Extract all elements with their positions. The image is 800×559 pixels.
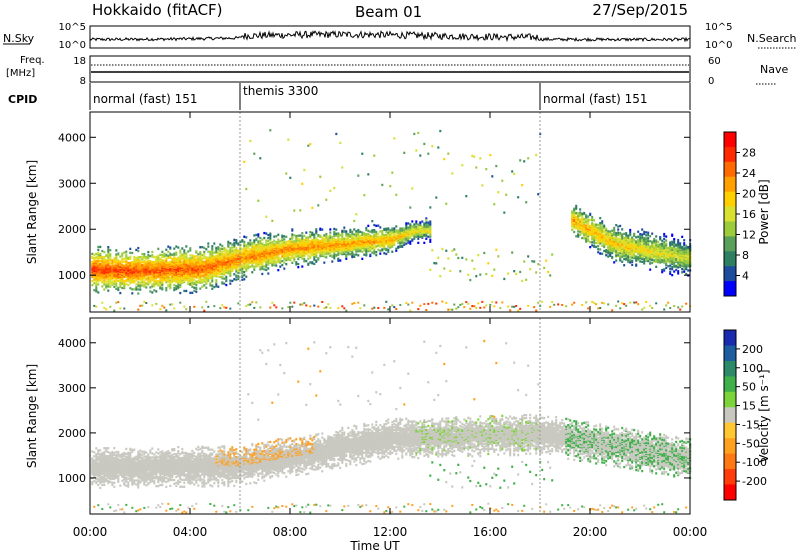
colorbar-swatch [724,281,736,296]
colorbar-swatch [724,392,736,408]
colorbar-swatch [724,147,736,162]
velocity-panel [90,318,691,514]
velocity-panel-frame [90,318,690,514]
y-tick-label: 1000 [58,472,86,485]
colorbar-tick-label: 8 [742,249,749,262]
velocity-colorbar-label: Velocity [m s⁻¹] [757,369,771,462]
y-tick-label: 2000 [58,427,86,440]
colorbar-tick-label: 50 [742,381,756,394]
colorbar-tick-label: -200 [742,475,767,488]
colorbar-swatch [724,407,736,423]
x-tick-label: 00:00 [73,525,108,539]
colorbar-swatch [724,438,736,454]
colorbar-swatch [724,346,736,362]
x-tick-label: 12:00 [373,525,408,539]
freq-label-line1: Freq. [20,55,45,66]
nsky-label: N.Sky [3,32,35,45]
x-axis-label: Time UT [349,539,400,553]
y-tick-label: 3000 [58,177,86,190]
y-tick-label: 1000 [58,269,86,282]
x-tick-label: 04:00 [173,525,208,539]
nave-tick-top: 60 [708,56,721,67]
nsky-panel-frame [90,26,690,48]
colorbar-swatch [724,454,736,470]
x-tick-label: 08:00 [273,525,308,539]
y-tick-label: 3000 [58,382,86,395]
colorbar-tick-label: 15 [742,400,756,413]
colorbar-swatch [724,423,736,439]
x-tick-label: 00:00 [673,525,708,539]
nave-label: Nave [760,63,788,76]
colorbar-swatch [724,266,736,281]
nsearch-tick-top: 10^5 [705,22,732,33]
colorbar-swatch [724,192,736,207]
date-title: 27/Sep/2015 [592,1,688,19]
station-title: Hokkaido (fitACF) [92,1,223,19]
freq-tick-bottom: 8 [80,76,86,87]
colorbar-tick-label: 24 [742,167,756,180]
nsky-tick-bottom: 10^0 [59,40,86,51]
colorbar-tick-label: 16 [742,208,756,221]
colorbar-swatch [724,469,736,485]
cpid-label: CPID [8,93,37,106]
colorbar-swatch [724,251,736,266]
colorbar-swatch [724,236,736,251]
colorbar-swatch [724,132,736,147]
colorbar-swatch [724,207,736,222]
colorbar-swatch [724,361,736,377]
colorbar-swatch [724,222,736,237]
y-tick-label: 2000 [58,223,86,236]
power-colorbar-label: Power [dB] [757,179,771,244]
velocity-ylabel: Slant Range [km] [25,364,39,468]
x-tick-label: 16:00 [473,525,508,539]
nsearch-tick-bottom: 10^0 [705,40,732,51]
nsky-trace [90,31,690,44]
colorbar-tick-label: 4 [742,270,749,283]
colorbar-swatch [724,485,736,501]
nsky-tick-top: 10^5 [59,22,86,33]
colorbar-tick-label: 28 [742,147,756,160]
power-panel [90,112,691,312]
colorbar-tick-label: 200 [742,343,763,356]
cpid-segment-label: themis 3300 [243,84,318,98]
cpid-segments: normal (fast) 151 themis 3300 normal (fast… [93,83,647,110]
colorbar-tick-label: 20 [742,188,756,201]
colorbar-swatch [724,177,736,192]
x-tick-label: 20:00 [573,525,608,539]
power-scatter-pixels [91,112,691,312]
colorbar-tick-label: 12 [742,229,756,242]
freq-tick-top: 18 [73,56,86,67]
colorbar-swatch [724,330,736,346]
freq-label-line2: [MHz] [6,68,35,79]
nsky-line [90,31,690,44]
power-ylabel: Slant Range [km] [25,160,39,264]
nsearch-label: N.Search [747,32,797,45]
cpid-segment-label: normal (fast) 151 [93,92,197,106]
colorbar-swatch [724,162,736,177]
beam-title: Beam 01 [355,3,422,21]
y-tick-label: 4000 [58,131,86,144]
nave-tick-bottom: 0 [708,76,714,87]
colorbar-swatch [724,376,736,392]
y-tick-label: 4000 [58,337,86,350]
cpid-segment-label: normal (fast) 151 [543,92,647,106]
freq-panel-frame [90,56,690,82]
velocity-scatter-pixels [91,318,691,514]
power-colorbar: 28 24 20 16 12 8 4 [724,132,756,297]
